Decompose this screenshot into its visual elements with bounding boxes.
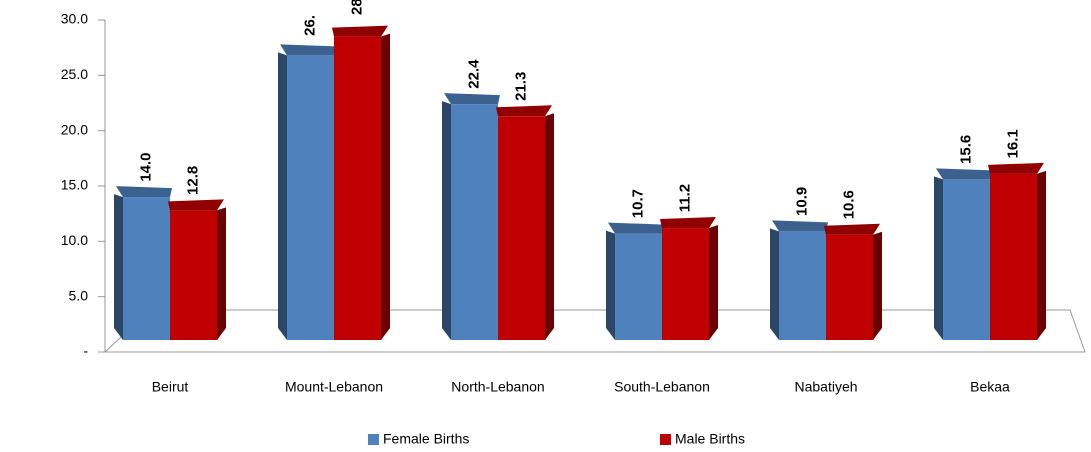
x-tick-label: Bekaa — [970, 379, 1010, 395]
legend-swatch — [368, 434, 379, 445]
bar-side — [114, 194, 123, 340]
y-tick-label: 20.0 — [61, 121, 88, 137]
bar-side — [709, 225, 718, 340]
bar-top — [444, 93, 500, 105]
bar-top — [168, 199, 224, 211]
bar — [990, 173, 1037, 340]
bar — [451, 104, 498, 341]
y-tick-label: 5.0 — [69, 287, 89, 303]
bar-top — [116, 186, 172, 198]
bar-top — [280, 44, 336, 56]
value-label: 10.7 — [629, 189, 646, 218]
bar-side — [770, 228, 779, 340]
y-tick-label: 15.0 — [61, 177, 88, 193]
bar-top — [332, 25, 388, 37]
bar-top — [496, 105, 552, 117]
bar — [334, 36, 381, 340]
value-label: 14.0 — [137, 152, 154, 181]
bar — [123, 197, 170, 340]
bar-side — [442, 101, 451, 341]
bar-side — [606, 230, 615, 340]
x-tick-label: Beirut — [152, 379, 189, 395]
bar-side — [381, 33, 390, 340]
bar — [287, 55, 334, 341]
value-label: 21.3 — [512, 72, 529, 101]
bar-top — [988, 162, 1044, 174]
x-tick-label: North-Lebanon — [451, 379, 544, 395]
value-label: 15.6 — [957, 135, 974, 164]
value-label: 10.6 — [840, 190, 857, 219]
bar — [498, 116, 545, 340]
value-label: 16.1 — [1004, 129, 1021, 158]
bar — [170, 210, 217, 340]
value-label: 22.4 — [465, 59, 482, 89]
y-tick-label: - — [83, 343, 88, 359]
x-tick-label: South-Lebanon — [614, 379, 710, 395]
x-tick-label: Mount-Lebanon — [285, 379, 383, 395]
bar — [779, 231, 826, 340]
value-label: 12.8 — [184, 166, 201, 195]
value-label: 26. — [301, 15, 318, 36]
bar-top — [824, 223, 880, 235]
bar — [943, 179, 990, 340]
y-tick-label: 25.0 — [61, 66, 88, 82]
bar — [662, 228, 709, 340]
legend-label: Female Births — [383, 431, 469, 447]
bar-top — [608, 222, 664, 234]
bar-top — [936, 168, 992, 180]
value-label: 10.9 — [793, 187, 810, 216]
bar-top — [660, 217, 716, 229]
value-label: 28 — [348, 0, 365, 15]
x-tick-label: Nabatiyeh — [794, 379, 857, 395]
bar-top — [772, 220, 828, 232]
bar — [826, 234, 873, 340]
legend-swatch — [660, 434, 671, 445]
bar-side — [278, 52, 287, 341]
value-label: 11.2 — [676, 184, 693, 212]
bar-side — [217, 207, 226, 340]
bar — [615, 233, 662, 340]
legend-label: Male Births — [675, 431, 745, 447]
y-tick-label: 10.0 — [61, 232, 88, 248]
bar-side — [1037, 170, 1046, 340]
bar-side — [545, 113, 554, 340]
y-tick-label: 30.0 — [61, 11, 88, 27]
bar-side — [934, 176, 943, 340]
bar-side — [873, 231, 882, 340]
